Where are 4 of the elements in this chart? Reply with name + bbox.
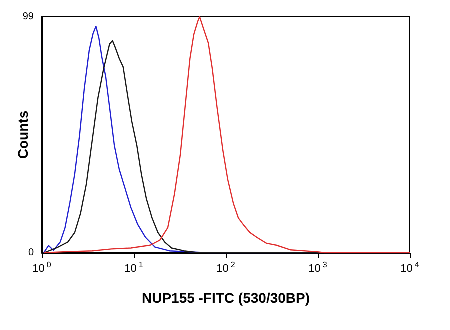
x-axis-title: NUP155 -FITC (530/30BP) [142,290,310,306]
y-axis-title: Counts [15,110,31,160]
y-tick-label: 99 [22,12,34,22]
y-tick-label: 0 [28,248,34,258]
